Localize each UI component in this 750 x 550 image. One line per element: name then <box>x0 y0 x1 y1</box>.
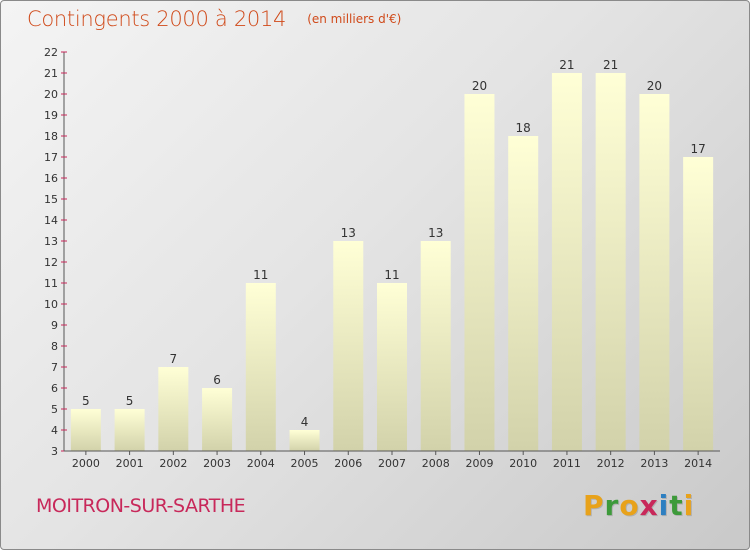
bar <box>333 241 364 451</box>
bar <box>70 409 101 451</box>
y-axis: 3 4 5 6 7 8 9 10 11 12 13 14 15 16 17 18 19 20 21 22 <box>44 46 67 458</box>
data-label: 5 <box>82 394 90 408</box>
y-tick-label: 22 <box>44 46 58 59</box>
bar <box>377 283 407 451</box>
data-label: 5 <box>126 394 134 408</box>
bar <box>289 430 320 451</box>
data-labels: 5 5 7 6 11 4 13 11 13 20 18 21 21 20 17 <box>82 58 706 429</box>
y-tick-label: 7 <box>51 361 58 374</box>
x-tick-label: 2012 <box>597 457 625 470</box>
bar <box>639 94 670 451</box>
bar <box>202 388 233 451</box>
bar <box>551 73 582 451</box>
title-row: Contingents 2000 à 2014 (en milliers d'€… <box>27 7 401 31</box>
y-tick-label: 3 <box>51 445 58 458</box>
x-tick-label: 2004 <box>247 457 275 470</box>
x-tick-label: 2010 <box>509 457 537 470</box>
y-tick-label: 15 <box>44 193 58 206</box>
chart-title: Contingents 2000 à 2014 <box>27 7 287 31</box>
chart-subtitle: (en milliers d'€) <box>307 12 402 26</box>
bar <box>114 409 145 451</box>
data-label: 20 <box>472 79 487 93</box>
x-tick-label: 2001 <box>116 457 144 470</box>
logo-letter: t <box>669 489 684 522</box>
data-label: 11 <box>384 268 399 282</box>
y-tick-label: 11 <box>44 277 58 290</box>
bars <box>70 73 714 451</box>
x-tick-label: 2013 <box>640 457 668 470</box>
logo-letter: o <box>619 489 640 522</box>
data-label: 13 <box>341 226 356 240</box>
data-label: 4 <box>301 415 309 429</box>
x-tick-label: 2007 <box>378 457 406 470</box>
y-tick-label: 8 <box>51 340 58 353</box>
data-label: 21 <box>603 58 618 72</box>
y-tick-label: 13 <box>44 235 58 248</box>
x-tick-label: 2009 <box>465 457 493 470</box>
y-tick-label: 17 <box>44 151 58 164</box>
y-tick-label: 10 <box>44 298 58 311</box>
x-tick-label: 2006 <box>334 457 362 470</box>
y-tick-label: 20 <box>44 88 58 101</box>
bar <box>158 367 189 451</box>
data-label: 11 <box>253 268 268 282</box>
y-tick-label: 21 <box>44 67 58 80</box>
x-tick-label: 2000 <box>72 457 100 470</box>
data-label: 17 <box>690 142 705 156</box>
y-tick-label: 9 <box>51 319 58 332</box>
logo-letter: r <box>604 489 620 522</box>
data-label: 18 <box>516 121 531 135</box>
x-tick-label: 2003 <box>203 457 231 470</box>
x-tick-label: 2005 <box>291 457 319 470</box>
y-tick-label: 12 <box>44 256 58 269</box>
proxiti-logo[interactable]: Proxiti <box>583 489 694 522</box>
bar <box>464 94 495 451</box>
logo-letter: x <box>639 489 659 522</box>
y-tick-label: 16 <box>44 172 58 185</box>
x-axis: 2000 2001 2002 2003 2004 2005 2006 2007 2008 2009… <box>64 450 720 470</box>
x-tick-label: 2002 <box>159 457 187 470</box>
logo-letter: P <box>583 489 605 522</box>
y-tick-label: 4 <box>51 424 58 437</box>
bar <box>245 283 276 451</box>
y-tick-label: 6 <box>51 382 58 395</box>
logo-letter: i <box>683 489 695 522</box>
bar <box>508 136 539 451</box>
data-label: 6 <box>213 373 221 387</box>
data-label: 13 <box>428 226 443 240</box>
data-label: 20 <box>647 79 662 93</box>
y-tick-label: 19 <box>44 109 58 122</box>
commune-name: MOITRON-SUR-SARTHE <box>36 495 246 517</box>
x-tick-label: 2011 <box>553 457 581 470</box>
data-label: 7 <box>170 352 178 366</box>
bar <box>683 157 714 451</box>
data-label: 21 <box>559 58 574 72</box>
bar <box>595 73 626 451</box>
bar <box>420 241 451 451</box>
x-tick-label: 2008 <box>422 457 450 470</box>
logo-letter: i <box>658 489 670 522</box>
y-tick-label: 18 <box>44 130 58 143</box>
y-tick-label: 5 <box>51 403 58 416</box>
x-tick-label: 2014 <box>684 457 712 470</box>
y-tick-label: 14 <box>44 214 58 227</box>
